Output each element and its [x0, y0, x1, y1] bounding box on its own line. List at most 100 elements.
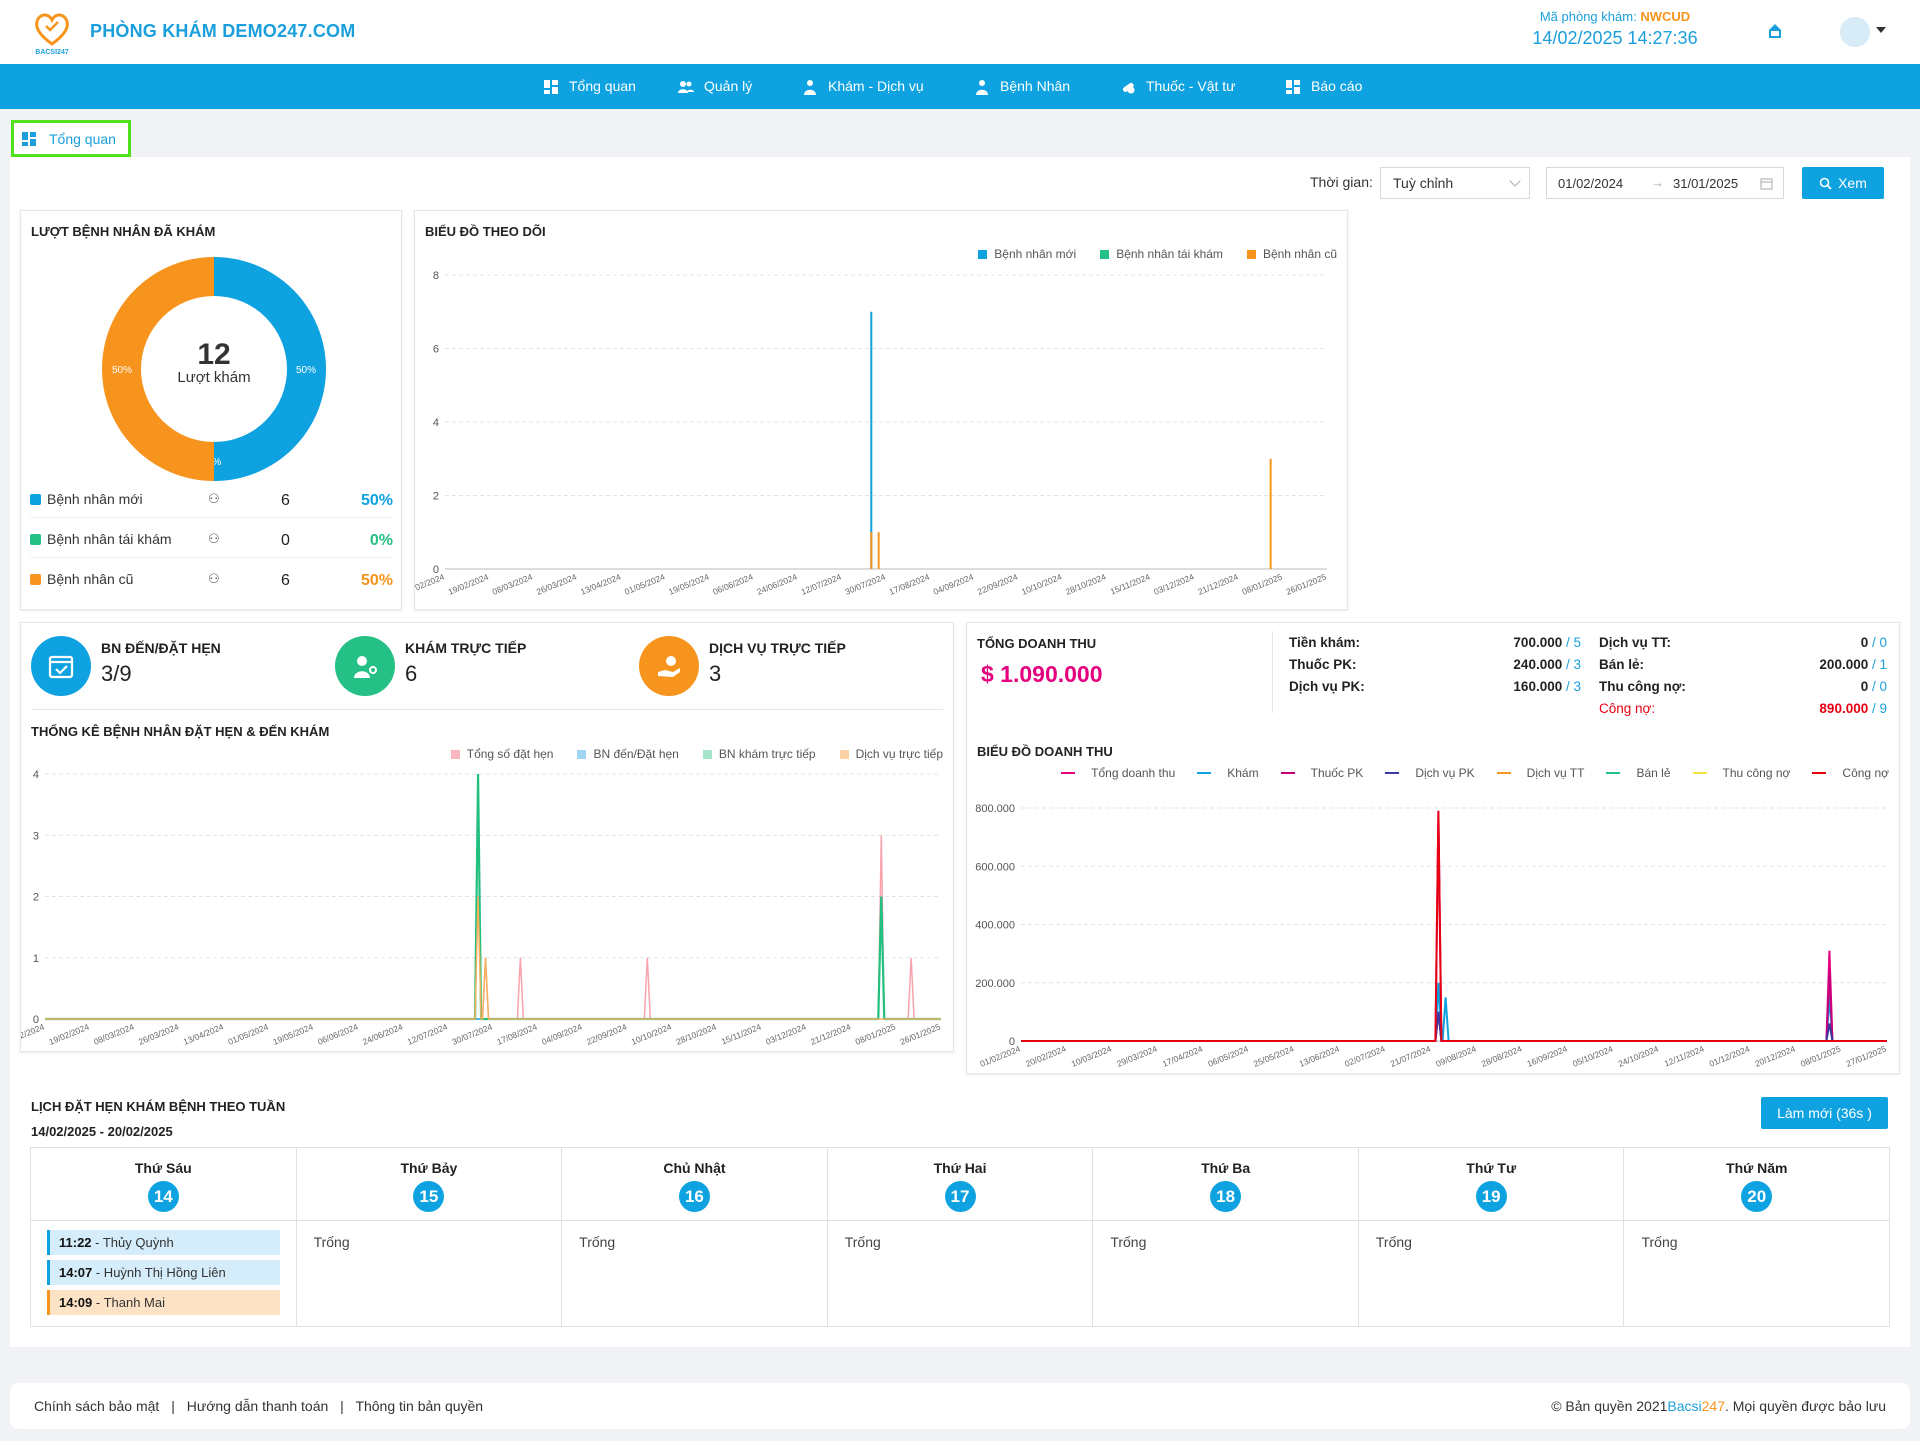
x-tick-label: 08/03/2024: [92, 1021, 135, 1046]
legend-swatch: [839, 749, 849, 759]
tracking-chart: 0 2 4 6 8 01/02/2024 19/02/2024 08/03/2024 26/03…: [415, 270, 1328, 597]
appt-chart-title: THỐNG KÊ BỆNH NHÂN ĐẶT HẸN & ĐẾN KHÁM: [31, 724, 330, 739]
kpi-label: DỊCH VỤ TRỰC TIẾP: [709, 640, 846, 656]
y-tick-label: 800.000: [975, 803, 1015, 815]
refresh-button[interactable]: Làm mới (36s ): [1761, 1097, 1888, 1129]
x-tick-label: 19/05/2024: [667, 571, 710, 596]
x-tick-label: 01/05/2024: [623, 571, 666, 596]
divider: [1272, 631, 1273, 713]
view-button[interactable]: Xem: [1802, 167, 1884, 199]
revenue-series-line: [1021, 982, 1887, 1042]
donut-label-1: 0%: [207, 457, 222, 468]
donut-slice-2: [102, 257, 214, 481]
nav-kham-dich-vu[interactable]: Khám - Dịch vụ: [802, 64, 924, 109]
legend-item: Tổng số đặt hẹn: [450, 747, 554, 761]
nav-tong-quan[interactable]: Tổng quan: [543, 64, 636, 109]
date-range-picker[interactable]: 01/02/2024 → 31/01/2025: [1546, 167, 1784, 199]
calendar-day-header: Thứ Tư 19: [1358, 1148, 1624, 1221]
nav-bao-cao[interactable]: Báo cáo: [1285, 64, 1362, 109]
tracking-bar: [877, 532, 880, 569]
dashboard-icon: [544, 79, 558, 94]
legend-label: Bệnh nhân mới: [994, 247, 1077, 261]
period-select-value: Tuỳ chỉnh: [1393, 175, 1454, 191]
patient-icon: [976, 79, 988, 95]
calendar-empty-label: Trống: [844, 1234, 881, 1250]
tracking-card: BIỂU ĐỒ THEO DÕI Bệnh nhân mới Bệnh nhân …: [414, 210, 1348, 610]
privacy-link[interactable]: Chính sách bảo mật: [34, 1398, 160, 1414]
x-tick-label: 30/07/2024: [451, 1021, 494, 1046]
legend-label: Bệnh nhân tái khám: [1116, 247, 1223, 261]
search-icon: [1819, 177, 1832, 190]
notification-icon[interactable]: [1765, 22, 1785, 42]
calendar-empty-label: Trống: [1110, 1234, 1147, 1250]
legend-swatch: [1280, 772, 1295, 774]
visits-total: 12: [197, 338, 231, 371]
x-tick-label: 24/06/2024: [361, 1021, 404, 1046]
legend-swatch: [30, 573, 41, 585]
nav-quan-ly[interactable]: Quản lý: [678, 64, 752, 109]
x-tick-label: 01/12/2024: [1708, 1043, 1751, 1068]
x-tick-label: 10/03/2024: [1070, 1043, 1113, 1068]
clinic-name: PHÒNG KHÁM DEMO247.COM: [90, 21, 356, 41]
appointment-item[interactable]: 14:09 - Thanh Mai: [47, 1290, 280, 1315]
legend-item: BN đến/Đặt hẹn: [577, 747, 679, 761]
nav-thuoc-vat-tu[interactable]: Thuốc - Vật tư: [1120, 64, 1236, 109]
revenue-series-line: [1021, 810, 1887, 1042]
calendar-day: Thứ Ba 18 Trống: [1093, 1148, 1359, 1326]
user-avatar[interactable]: [1840, 17, 1870, 47]
period-select[interactable]: Tuỳ chỉnh: [1380, 167, 1530, 199]
x-tick-label: 13/04/2024: [579, 571, 622, 596]
legend-item: Thu công nợ: [1692, 766, 1790, 780]
visit-row-name: Bệnh nhân tái khám: [30, 531, 172, 547]
copyright-info-link[interactable]: Thông tin bản quyền: [355, 1398, 484, 1414]
revenue-item-label: Bán lẻ:: [1599, 657, 1645, 672]
donut-label-2: 50%: [112, 365, 132, 376]
breadcrumb[interactable]: Tổng quan: [11, 120, 131, 157]
nav-benh-nhan[interactable]: Bệnh Nhân: [974, 64, 1070, 109]
legend-swatch: [1100, 249, 1110, 259]
payment-guide-link[interactable]: Hướng dẫn thanh toán: [186, 1398, 329, 1414]
legend-swatch: [1692, 772, 1707, 774]
chevron-down-icon[interactable]: [1876, 27, 1886, 33]
legend-label: Khám: [1227, 766, 1259, 780]
appointment-item[interactable]: 11:22 - Thủy Quỳnh: [47, 1230, 280, 1255]
legend-swatch: [30, 493, 41, 505]
visits-title: LƯỢT BỆNH NHÂN ĐÃ KHÁM: [31, 224, 216, 239]
date-from[interactable]: 01/02/2024: [1558, 176, 1624, 191]
x-tick-label: 26/03/2024: [535, 571, 578, 596]
kpi-label: BN ĐẾN/ĐẶT HẸN: [101, 640, 221, 656]
tracking-bar: [870, 311, 873, 569]
x-tick-label: 17/04/2024: [1161, 1043, 1204, 1068]
legend-label: Tổng số đặt hẹn: [466, 747, 554, 761]
x-tick-label: 19/05/2024: [271, 1021, 314, 1046]
calendar-empty-label: Trống: [1375, 1234, 1412, 1250]
calendar-day-header: Thứ Hai 17: [827, 1148, 1093, 1221]
nav-label: Quản lý: [704, 78, 753, 94]
legend-swatch: [30, 533, 41, 545]
x-tick-label: 28/10/2024: [1064, 571, 1107, 596]
x-tick-label: 26/03/2024: [137, 1021, 180, 1046]
x-tick-label: 29/03/2024: [1115, 1043, 1158, 1068]
appt-chart-legend: Tổng số đặt hẹn BN đến/Đặt hẹn BN khám trự…: [427, 747, 943, 761]
y-tick-label: 0: [33, 1014, 39, 1026]
revenue-item-value: 0 / 0: [1860, 635, 1887, 650]
bacsi247-logo-icon[interactable]: BACSI247: [30, 8, 74, 56]
legend-label: Bán lẻ: [1636, 766, 1671, 780]
appointment-item[interactable]: 14:07 - Huỳnh Thị Hồng Liên: [47, 1260, 280, 1285]
calendar-check-badge: [31, 636, 91, 696]
x-tick-label: 12/11/2024: [1663, 1043, 1706, 1068]
date-to[interactable]: 31/01/2025: [1673, 176, 1739, 191]
x-tick-label: 01/02/2024: [21, 1021, 46, 1046]
revenue-total: $ 1.090.000: [981, 661, 1103, 687]
calendar-empty-label: Trống: [313, 1234, 350, 1250]
x-tick-label: 20/12/2024: [1753, 1043, 1796, 1068]
stethoscope-icon: [354, 656, 377, 678]
calendar-empty-label: Trống: [1641, 1234, 1678, 1250]
footer: Chính sách bảo mật | Hướng dẫn thanh toá…: [10, 1383, 1910, 1429]
row-divider: [30, 557, 392, 558]
app-header: BACSI247 PHÒNG KHÁM DEMO247.COM Mã phòng…: [0, 0, 1920, 64]
calendar-day-header: Thứ Bảy 15: [296, 1148, 562, 1221]
x-tick-label: 26/01/2025: [1285, 571, 1328, 596]
legend-swatch: [1385, 772, 1400, 774]
